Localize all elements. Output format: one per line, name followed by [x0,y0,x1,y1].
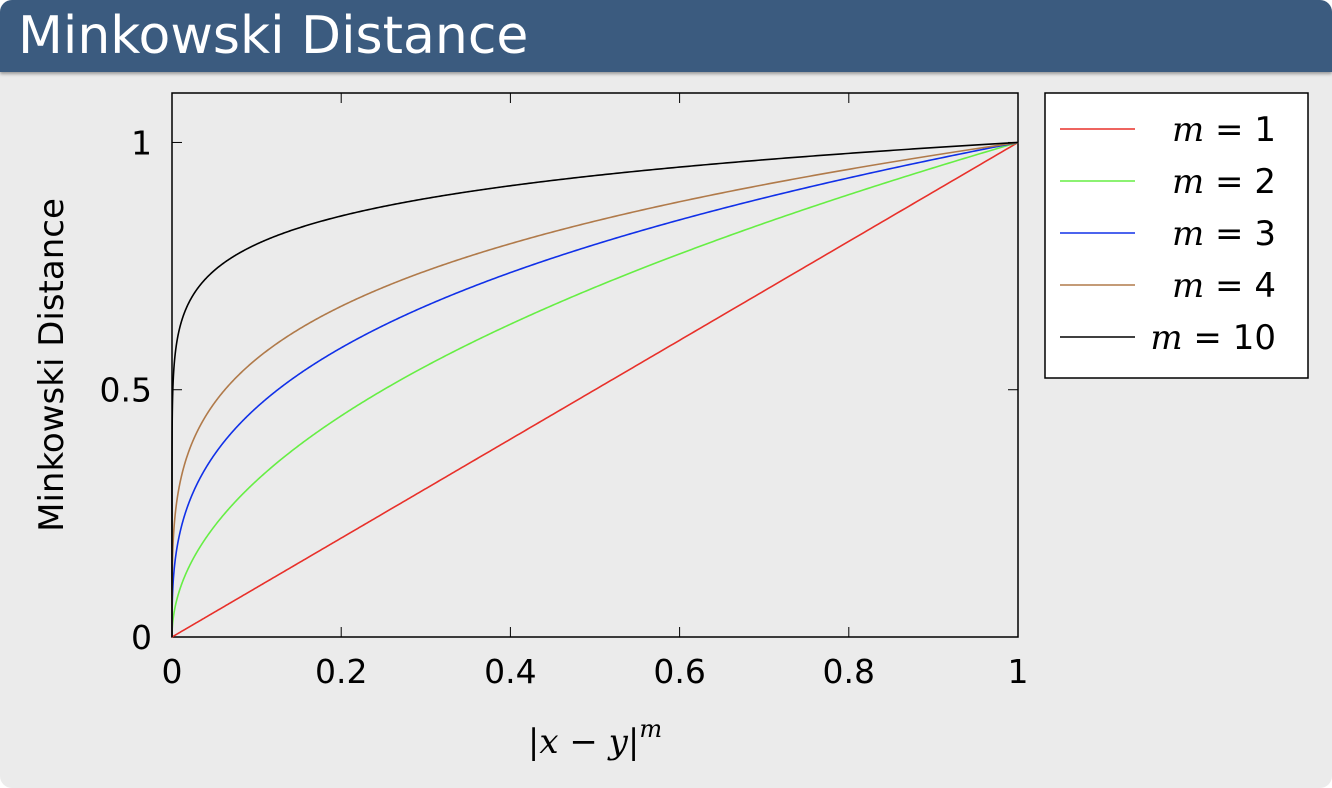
legend-label-m4: m = 4 [1172,266,1276,306]
x-axis-label: |x − y|m [528,715,662,762]
series-line-m10 [171,141,1019,637]
x-tick-label: 1 [1008,652,1029,691]
legend-box [1044,92,1309,379]
y-tick-label: 0.5 [100,371,152,410]
y-tick-label: 1 [131,123,152,162]
legend-label-m3: m = 3 [1172,214,1276,254]
plot-area [171,92,1019,638]
series-line-m1 [171,141,1019,638]
ticks [171,93,1019,638]
slide-title: Minkowski Distance [18,6,529,66]
y-axis-label: Minkowski Distance [32,198,72,532]
y-tick-label: 0 [131,618,152,657]
series-line-m2 [171,141,1019,637]
legend-label-m10: m = 10 [1150,318,1276,358]
legend: m = 1 m = 2 m = 3 m = 4 m = 10 [1044,92,1309,379]
legend-label-m2: m = 2 [1172,162,1276,202]
plot-frame [171,92,1019,638]
legend-label-m1: m = 1 [1172,110,1276,150]
x-tick-label: 0.4 [484,652,536,691]
series-line-m3 [171,141,1019,637]
series-lines [171,141,1019,638]
tick-labels: 0 0.2 0.4 0.6 0.8 1 0 0.5 1 [100,123,1029,691]
series-line-m4 [171,141,1019,637]
x-tick-label: 0.8 [823,652,875,691]
title-bar: Minkowski Distance [0,0,1332,72]
x-tick-label: 0.6 [653,652,705,691]
x-tick-label: 0.2 [315,652,367,691]
x-tick-label: 0 [162,652,183,691]
